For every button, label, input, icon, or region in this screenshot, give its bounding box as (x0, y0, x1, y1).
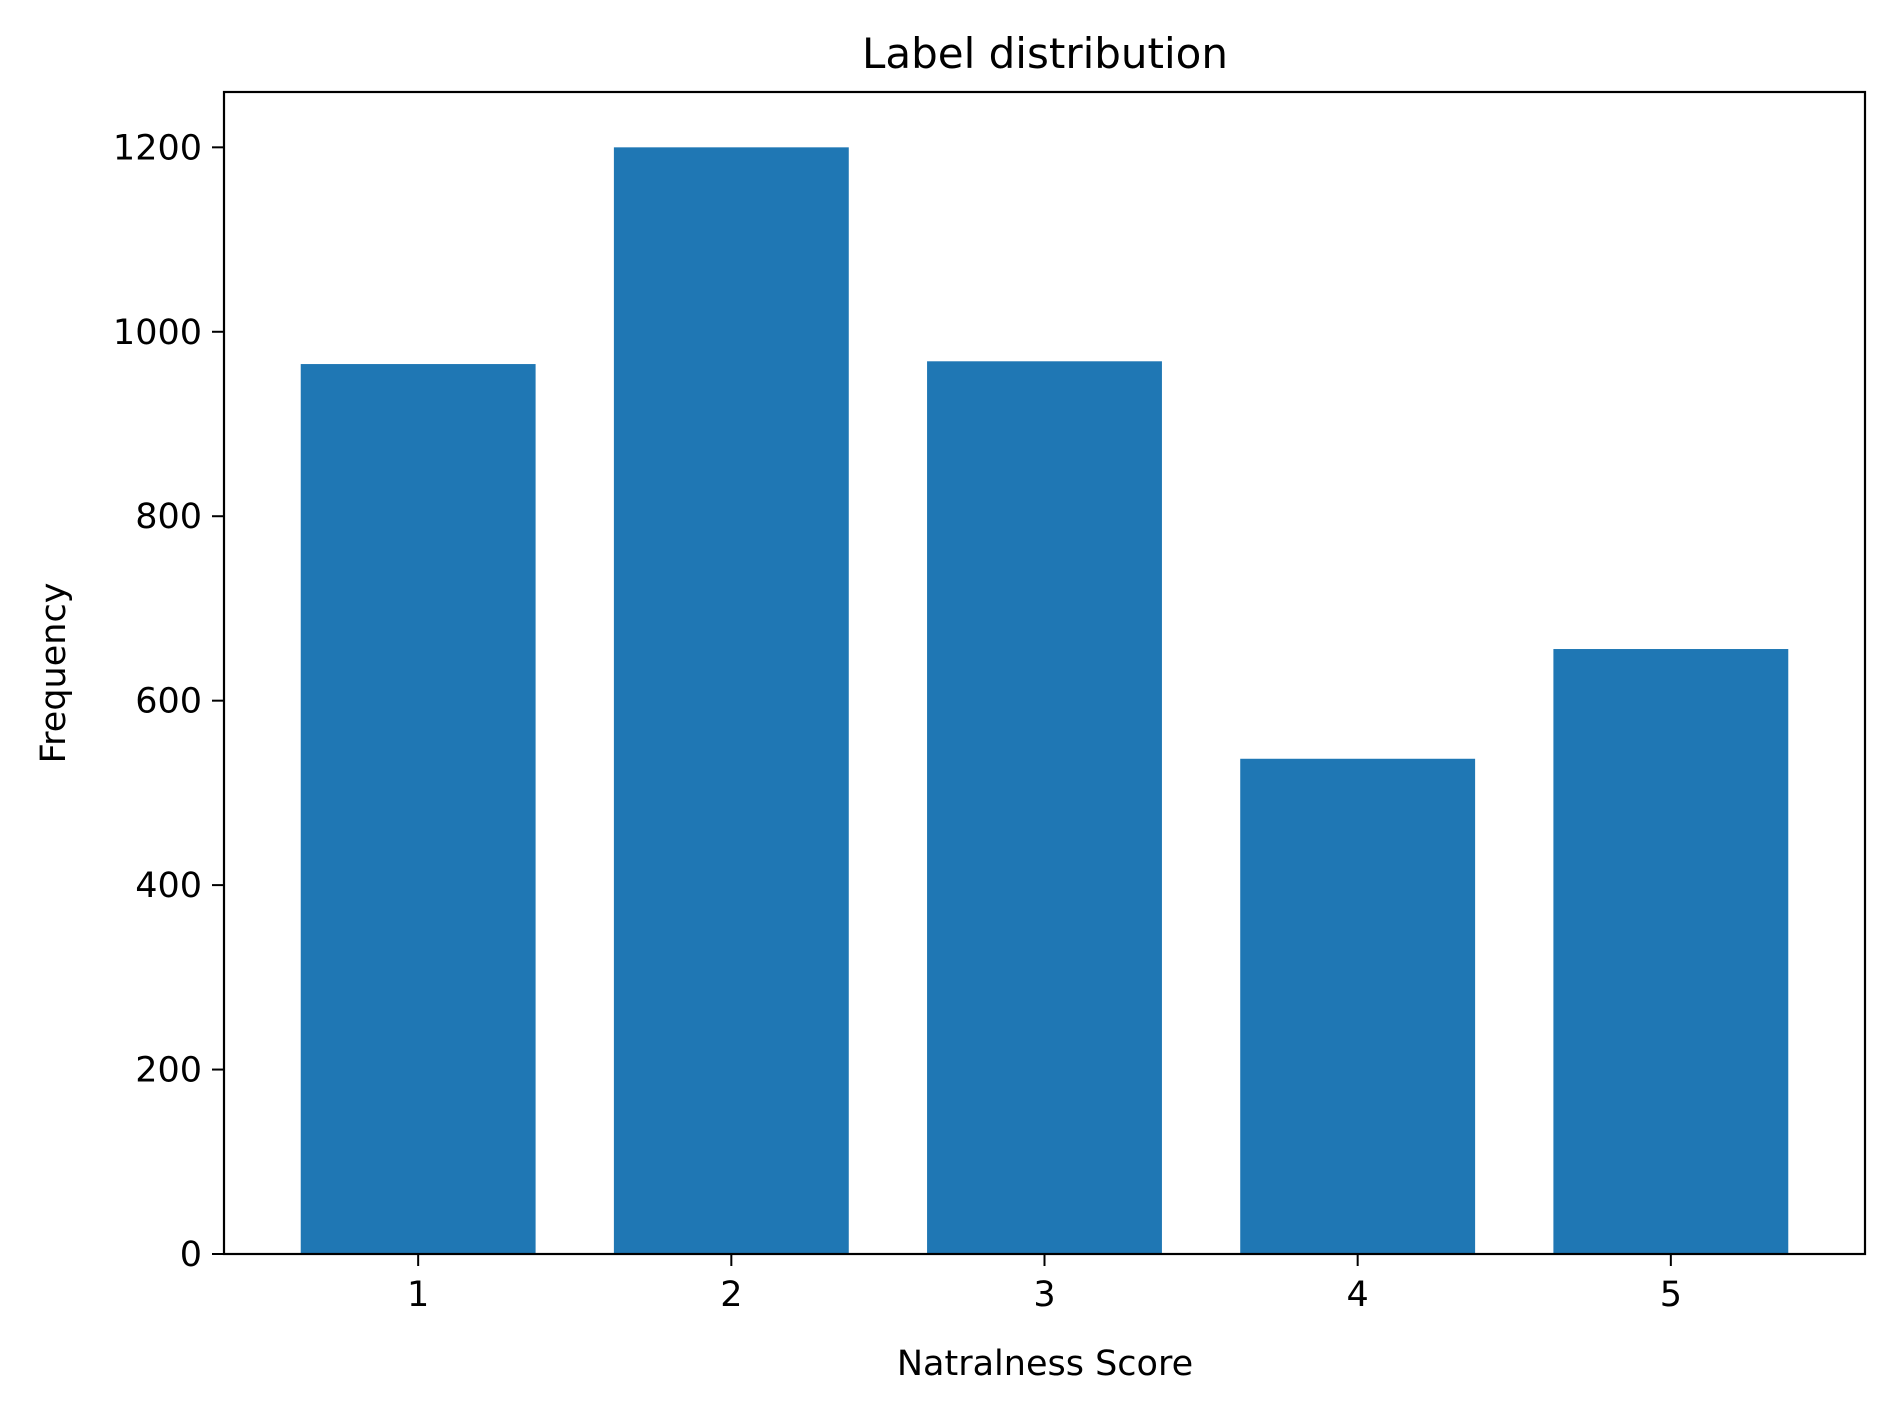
x-tick-label: 4 (1347, 1275, 1369, 1315)
bar-3 (927, 361, 1162, 1254)
y-tick-label: 0 (180, 1235, 202, 1275)
y-tick-label: 600 (135, 682, 202, 722)
bars-group (300, 147, 1789, 1254)
x-tick-label: 5 (1660, 1275, 1682, 1315)
x-tick-label: 1 (407, 1275, 429, 1315)
y-tick-label: 1200 (113, 128, 202, 168)
bar-5 (1553, 649, 1789, 1254)
y-ticks-group: 0 200 400 600 800 1000 1200 (113, 128, 224, 1275)
y-axis-title: Frequency (34, 583, 74, 764)
y-tick-label: 800 (135, 497, 202, 537)
bar-4 (1240, 758, 1476, 1254)
x-axis-title: Natralness Score (897, 1344, 1193, 1384)
plot-frame (222, 90, 1867, 1256)
y-tick-label: 200 (135, 1051, 202, 1091)
x-tick-label: 2 (720, 1275, 742, 1315)
bar-2 (613, 147, 849, 1254)
y-tick-label: 1000 (113, 313, 202, 353)
chart-title: Label distribution (862, 29, 1228, 78)
x-ticks-group: 1 2 3 4 5 (407, 1254, 1682, 1315)
y-tick-label: 400 (135, 866, 202, 906)
bar-1 (300, 364, 536, 1254)
x-tick-label: 3 (1033, 1275, 1055, 1315)
